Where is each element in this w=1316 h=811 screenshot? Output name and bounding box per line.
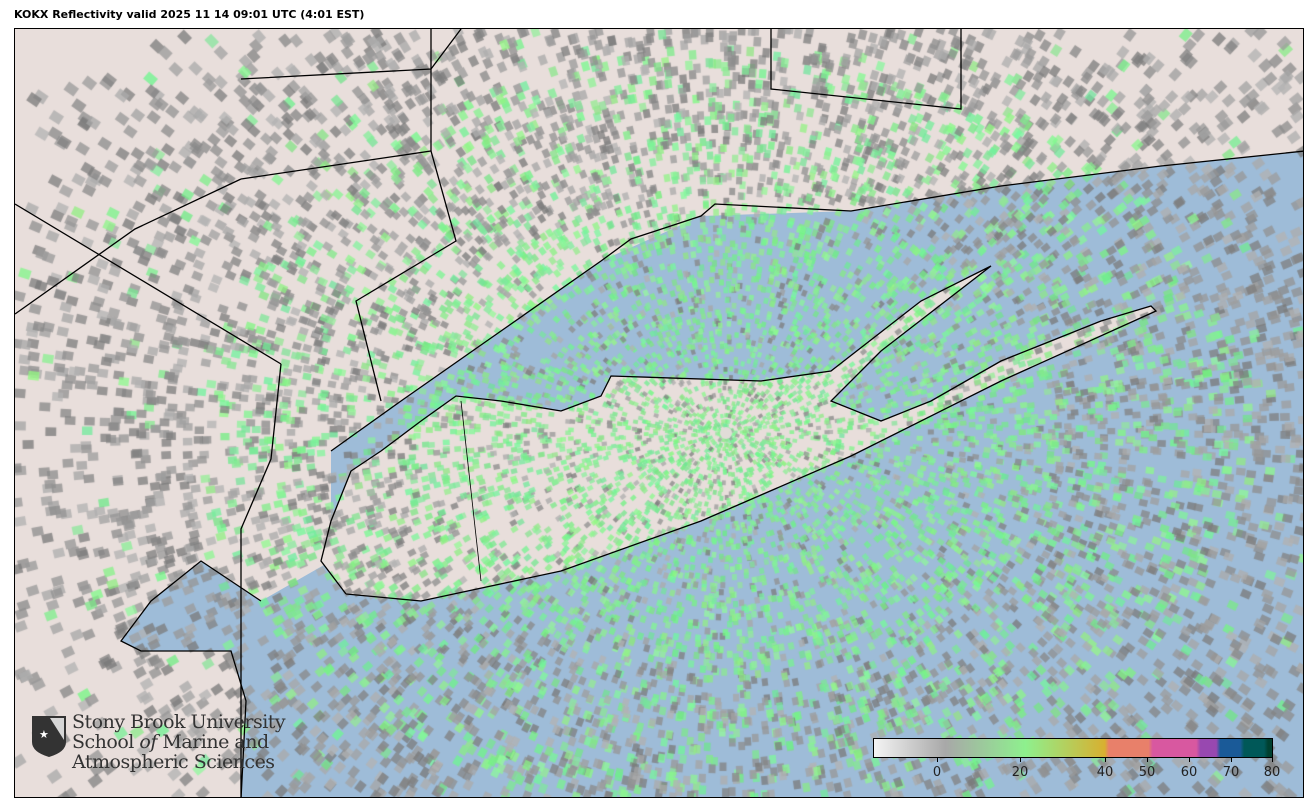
- state-border: [15, 203, 282, 365]
- colorbar-tick: [1020, 758, 1021, 762]
- state-border: [240, 150, 457, 402]
- shield-icon: ★: [32, 716, 66, 757]
- coastline-long-island: [320, 265, 1158, 602]
- county-border: [460, 400, 482, 582]
- colorbar-tick: [1147, 758, 1148, 762]
- sbu-somas-logo: ★ Stony Brook University School of Marin…: [30, 711, 286, 773]
- colorbar-tick-label: 0: [932, 765, 942, 780]
- state-border: [770, 29, 962, 110]
- state-border: [240, 29, 462, 80]
- colorbar-tick: [1105, 758, 1106, 762]
- logo-text: of: [139, 731, 157, 753]
- reflectivity-colorbar: [873, 738, 1273, 758]
- logo-line-2: School of Marine and: [72, 732, 285, 752]
- colorbar-tick: [937, 758, 938, 762]
- colorbar-tick-label: 80: [1263, 765, 1281, 780]
- coastline-connecticut: [330, 150, 1303, 452]
- state-border: [15, 178, 242, 315]
- logo-line-1: Stony Brook University: [72, 711, 286, 733]
- logo-text: Marine and: [156, 731, 269, 753]
- colorbar-tick-label: 50: [1138, 765, 1156, 780]
- map-title: KOKX Reflectivity valid 2025 11 14 09:01…: [14, 8, 365, 21]
- colorbar-tick: [1189, 758, 1190, 762]
- coastline-new-jersey: [120, 560, 262, 797]
- svg-text:★: ★: [39, 728, 49, 741]
- radar-map[interactable]: [14, 28, 1304, 798]
- colorbar-tick-label: 60: [1180, 765, 1198, 780]
- logo-line-3: Atmospheric Sciences: [72, 751, 275, 773]
- colorbar-tick-label: 20: [1011, 765, 1029, 780]
- reflectivity-layer: [15, 29, 1303, 797]
- logo-text: School: [72, 731, 140, 753]
- boundaries: [15, 29, 1303, 797]
- colorbar-tick: [1272, 758, 1273, 762]
- colorbar-tick-label: 40: [1096, 765, 1114, 780]
- colorbar-tick-label: 70: [1222, 765, 1240, 780]
- state-border: [240, 363, 282, 797]
- colorbar-tick: [1231, 758, 1232, 762]
